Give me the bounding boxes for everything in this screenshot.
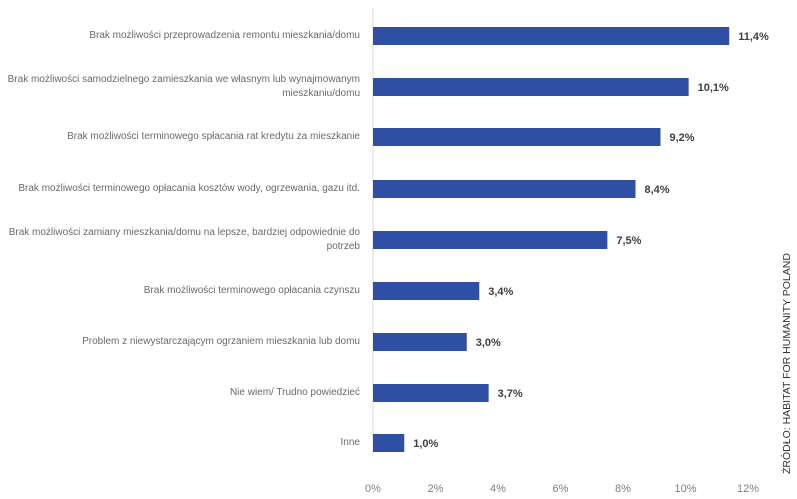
category-label: Nie wiem/ Trudno powiedzieć [229, 387, 360, 398]
x-tick-label: 8% [615, 483, 631, 495]
data-label: 10,1% [698, 82, 729, 94]
data-label: 3,4% [488, 286, 513, 298]
source-note: ŹRÓDŁO: HABITAT FOR HUMANITY POLAND [781, 253, 793, 474]
category-label: Inne [340, 437, 360, 448]
category-label: Brak możliwości terminowego opłacania cz… [143, 285, 360, 296]
bar [373, 27, 730, 45]
bar [373, 78, 689, 96]
category-label: Brak możliwości terminowego spłacania ra… [67, 131, 360, 142]
data-label: 3,7% [498, 388, 523, 400]
data-label: 11,4% [738, 31, 769, 43]
bar [373, 384, 489, 402]
category-label: Problem z niewystarczającym ogrzaniem mi… [82, 336, 360, 347]
bar [373, 180, 636, 198]
bar [373, 231, 608, 249]
bar [373, 333, 467, 351]
data-label: 8,4% [645, 184, 670, 196]
data-label: 1,0% [413, 438, 438, 450]
data-label: 9,2% [670, 132, 695, 144]
category-label: Brak możliwości terminowego opłacania ko… [18, 183, 360, 194]
bar [373, 434, 405, 452]
category-label: Brak możliwości samodzielnego zamieszkan… [7, 74, 360, 99]
bar [373, 282, 480, 300]
x-tick-label: 0% [365, 483, 381, 495]
bar [373, 128, 661, 146]
data-label: 7,5% [616, 235, 641, 247]
x-tick-label: 12% [737, 483, 759, 495]
data-label: 3,0% [476, 337, 501, 349]
x-tick-label: 4% [490, 483, 506, 495]
x-tick-label: 10% [674, 483, 696, 495]
x-tick-label: 2% [428, 483, 444, 495]
category-label: Brak możliwości przeprowadzenia remontu … [89, 30, 360, 41]
category-label: Brak możliwości zamiany mieszkania/domu … [8, 227, 360, 252]
x-tick-label: 6% [553, 483, 569, 495]
